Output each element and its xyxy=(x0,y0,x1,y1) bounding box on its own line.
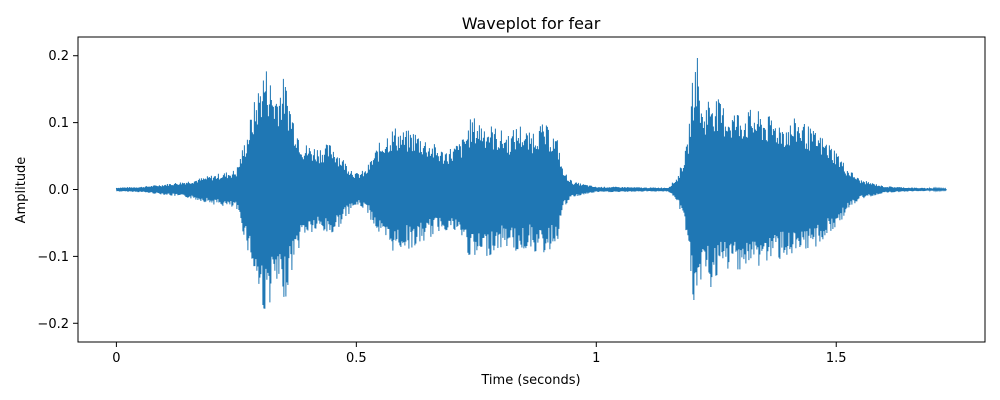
y-axis: 0.2 0.1 0.0 −0.1 −0.2 xyxy=(37,49,78,332)
x-tick-label: 1.5 xyxy=(826,351,847,366)
waveform-series xyxy=(115,57,947,309)
y-axis-label: Amplitude xyxy=(14,157,29,224)
y-tick-label: 0.0 xyxy=(48,183,69,198)
x-tick-label: 0 xyxy=(112,351,120,366)
y-tick-label: −0.2 xyxy=(37,317,69,332)
y-tick-label: 0.1 xyxy=(48,116,69,131)
x-tick-label: 1 xyxy=(592,351,600,366)
x-axis: 0 0.5 1 1.5 xyxy=(112,342,847,366)
x-tick-label: 0.5 xyxy=(346,351,367,366)
chart-title: Waveplot for fear xyxy=(462,14,601,33)
x-axis-label: Time (seconds) xyxy=(480,373,580,388)
plot-area xyxy=(115,57,947,309)
y-tick-label: −0.1 xyxy=(37,250,69,265)
y-tick-label: 0.2 xyxy=(48,49,69,64)
